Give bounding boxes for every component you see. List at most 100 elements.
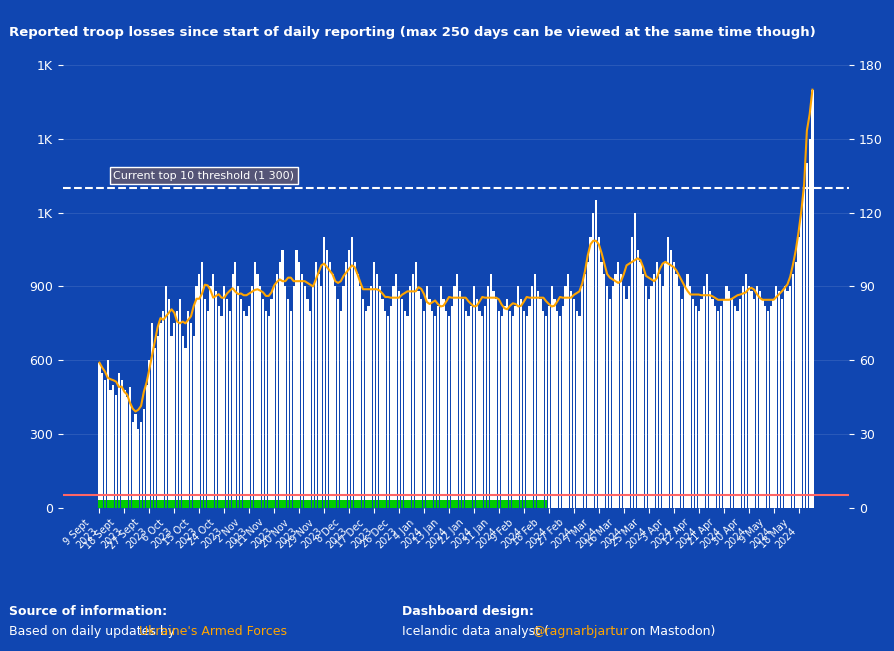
Bar xyxy=(245,316,248,508)
Bar xyxy=(106,360,109,508)
Bar xyxy=(212,501,215,508)
Bar xyxy=(498,311,500,508)
Bar xyxy=(370,286,373,508)
Bar xyxy=(204,501,206,508)
Bar xyxy=(420,501,422,508)
Bar xyxy=(329,262,331,508)
Bar xyxy=(493,292,494,508)
Bar xyxy=(481,316,484,508)
Bar xyxy=(789,286,791,508)
Bar xyxy=(714,306,716,508)
Bar xyxy=(398,501,401,508)
Bar xyxy=(681,299,683,508)
Bar xyxy=(143,409,145,508)
Bar xyxy=(353,262,356,508)
Bar xyxy=(126,501,129,508)
Bar xyxy=(534,274,536,508)
Bar xyxy=(171,336,173,508)
Bar xyxy=(168,501,170,508)
Bar xyxy=(146,385,148,508)
Bar xyxy=(495,501,497,508)
Bar xyxy=(315,262,317,508)
Bar xyxy=(434,501,436,508)
Bar xyxy=(728,292,730,508)
Bar xyxy=(448,501,450,508)
Bar xyxy=(190,324,192,508)
Bar xyxy=(509,501,511,508)
Bar xyxy=(595,201,597,508)
Bar xyxy=(662,286,663,508)
Bar xyxy=(434,316,436,508)
Bar xyxy=(373,501,375,508)
Bar xyxy=(340,311,342,508)
Bar xyxy=(603,274,605,508)
Bar xyxy=(490,501,492,508)
Bar xyxy=(647,299,650,508)
Bar xyxy=(403,311,406,508)
Bar xyxy=(712,299,713,508)
Bar xyxy=(137,429,139,508)
Bar xyxy=(282,501,283,508)
Bar xyxy=(129,501,131,508)
Bar xyxy=(536,501,539,508)
Bar xyxy=(215,501,217,508)
Bar xyxy=(292,286,295,508)
Bar xyxy=(406,501,409,508)
Bar xyxy=(325,249,328,508)
Bar xyxy=(337,299,339,508)
Bar xyxy=(323,501,325,508)
Bar xyxy=(486,501,489,508)
Bar xyxy=(528,306,530,508)
Bar xyxy=(453,286,456,508)
Bar xyxy=(437,306,439,508)
Bar xyxy=(606,286,608,508)
Bar xyxy=(251,501,253,508)
Bar xyxy=(511,316,514,508)
Bar xyxy=(217,306,220,508)
Bar xyxy=(378,501,381,508)
Bar xyxy=(193,501,195,508)
Bar xyxy=(742,286,744,508)
Bar xyxy=(390,501,392,508)
Bar xyxy=(179,299,181,508)
Bar xyxy=(362,299,364,508)
Bar xyxy=(290,311,292,508)
Bar xyxy=(274,286,275,508)
Bar xyxy=(367,501,369,508)
Bar xyxy=(384,501,386,508)
Bar xyxy=(462,501,464,508)
Bar xyxy=(470,306,472,508)
Bar xyxy=(196,501,198,508)
Bar xyxy=(212,274,215,508)
Bar xyxy=(470,501,472,508)
Bar xyxy=(350,501,353,508)
Bar xyxy=(783,286,786,508)
Bar xyxy=(531,501,534,508)
Bar xyxy=(118,501,120,508)
Bar xyxy=(340,501,342,508)
Bar xyxy=(739,299,741,508)
Bar xyxy=(362,501,364,508)
Bar xyxy=(342,501,345,508)
Bar xyxy=(357,274,358,508)
Bar xyxy=(164,501,167,508)
Bar xyxy=(481,501,484,508)
Bar xyxy=(312,286,314,508)
Bar xyxy=(229,501,231,508)
Bar xyxy=(620,274,622,508)
Bar xyxy=(323,237,325,508)
Bar xyxy=(722,299,725,508)
Bar xyxy=(234,501,237,508)
Bar xyxy=(187,311,190,508)
Bar xyxy=(800,213,803,508)
Bar xyxy=(270,299,273,508)
Bar xyxy=(415,501,417,508)
Bar xyxy=(456,501,459,508)
Bar xyxy=(207,501,209,508)
Bar xyxy=(123,390,125,508)
Bar xyxy=(257,501,258,508)
Bar xyxy=(98,501,100,508)
Bar xyxy=(298,262,300,508)
Bar xyxy=(201,501,203,508)
Bar xyxy=(528,501,530,508)
